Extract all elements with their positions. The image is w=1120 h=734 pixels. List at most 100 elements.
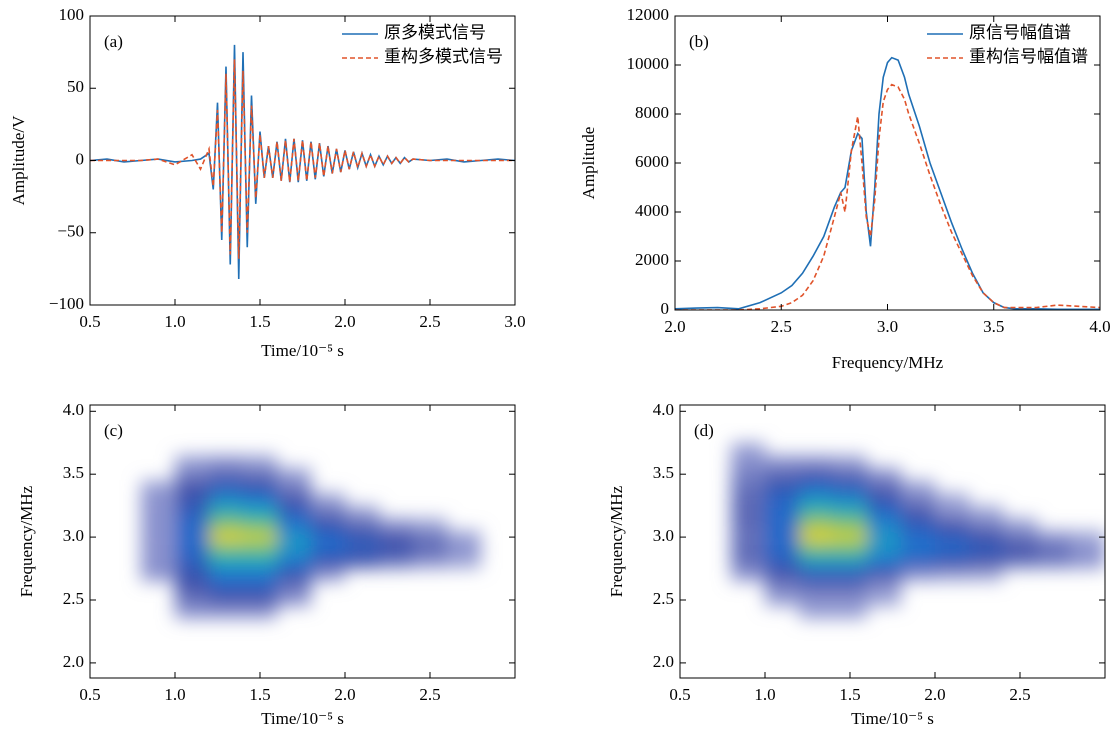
heat-cell [311, 619, 345, 632]
heat-cell [1071, 543, 1105, 556]
heat-cell [765, 455, 799, 468]
plot-area [731, 442, 1105, 632]
heat-cell [175, 619, 209, 632]
heat-cell [765, 480, 799, 494]
heat-cell [311, 555, 345, 569]
heat-cell [1003, 518, 1037, 531]
heat-cell [901, 505, 935, 519]
heat-cell [935, 606, 969, 619]
series-line [90, 44, 515, 280]
heat-cell [413, 530, 447, 544]
heat-cell [277, 543, 311, 556]
heat-cell [413, 569, 447, 582]
heat-cell [209, 493, 243, 506]
heat-cell [1003, 606, 1037, 619]
heat-cell [1071, 455, 1105, 468]
heat-cell [1037, 530, 1071, 544]
y-tick-label: 3.5 [653, 463, 674, 482]
heat-cell [731, 594, 765, 607]
heat-cell [311, 505, 345, 519]
heat-cell [447, 581, 481, 594]
heat-cell [243, 455, 277, 468]
heat-cell [731, 543, 765, 556]
heat-cell [277, 518, 311, 531]
heat-cell [447, 455, 481, 468]
heat-cell [765, 593, 799, 607]
heat-cell [379, 455, 413, 468]
heat-cell [379, 555, 413, 569]
heat-cell [413, 543, 447, 556]
heat-cell [799, 467, 833, 481]
heat-cell [209, 467, 243, 481]
heat-cell [765, 505, 799, 519]
x-tick-label: 1.0 [164, 685, 185, 704]
heat-cell [175, 568, 209, 582]
heat-cell [1037, 543, 1071, 556]
heat-cell [413, 518, 447, 531]
heat-cell [345, 505, 379, 519]
heat-cell [833, 455, 867, 468]
y-tick-label: 0 [76, 149, 85, 168]
heat-cell [141, 493, 175, 506]
heat-cell [141, 619, 175, 632]
heat-cell [935, 518, 969, 531]
heat-cell [243, 518, 277, 531]
heat-cell [833, 543, 867, 556]
heat-cell [1071, 555, 1105, 569]
heat-cell [379, 581, 413, 594]
panel-label: (b) [689, 32, 709, 51]
heat-cell [799, 568, 833, 582]
heat-cell [243, 530, 277, 544]
heat-cell [1037, 581, 1071, 594]
heat-cell [345, 518, 379, 531]
heat-cell [481, 455, 515, 468]
heat-cell [277, 568, 311, 582]
heat-cell [969, 468, 1003, 481]
heat-cell [209, 568, 243, 582]
heat-cell [1037, 443, 1071, 456]
heat-cell [901, 443, 935, 456]
heat-cell [901, 455, 935, 468]
heat-cell [447, 619, 481, 632]
heat-cell [209, 581, 243, 594]
heat-cell [833, 493, 867, 506]
heat-cell [799, 530, 833, 544]
heat-cell [901, 493, 935, 506]
heat-cell [413, 480, 447, 493]
y-tick-label: 100 [59, 5, 85, 24]
heat-cell [1071, 581, 1105, 594]
heat-cell [141, 455, 175, 468]
heat-cell [311, 443, 345, 456]
heat-cell [311, 493, 345, 506]
heat-cell [277, 443, 311, 456]
y-axis-label: Amplitude [579, 127, 598, 200]
heat-cell [243, 619, 277, 632]
legend-label: 重构信号幅值谱 [969, 47, 1088, 66]
heat-cell [765, 518, 799, 531]
heat-cell [935, 468, 969, 481]
heat-cell [1071, 443, 1105, 456]
heat-cell [969, 443, 1003, 456]
heat-cell [175, 606, 209, 619]
heat-cell [379, 506, 413, 519]
heat-cell [311, 581, 345, 594]
panel-label: (a) [104, 32, 123, 51]
heat-cell [1071, 480, 1105, 493]
x-tick-label: 2.0 [334, 685, 355, 704]
y-tick-label: 4.0 [63, 400, 84, 419]
heat-cell [175, 493, 209, 506]
heat-cell [175, 505, 209, 519]
heat-cell [243, 505, 277, 519]
heat-cell [243, 555, 277, 569]
heat-cell [969, 555, 1003, 569]
heat-cell [867, 480, 901, 494]
heat-cell [209, 455, 243, 468]
heat-cell [799, 581, 833, 594]
heat-cell [833, 443, 867, 456]
heat-cell [1037, 619, 1071, 632]
y-axis-label: Frequency/MHz [607, 485, 626, 597]
x-tick-label: 2.0 [334, 312, 355, 331]
heat-cell [969, 581, 1003, 594]
heat-cell [935, 568, 969, 582]
heat-cell [379, 543, 413, 556]
